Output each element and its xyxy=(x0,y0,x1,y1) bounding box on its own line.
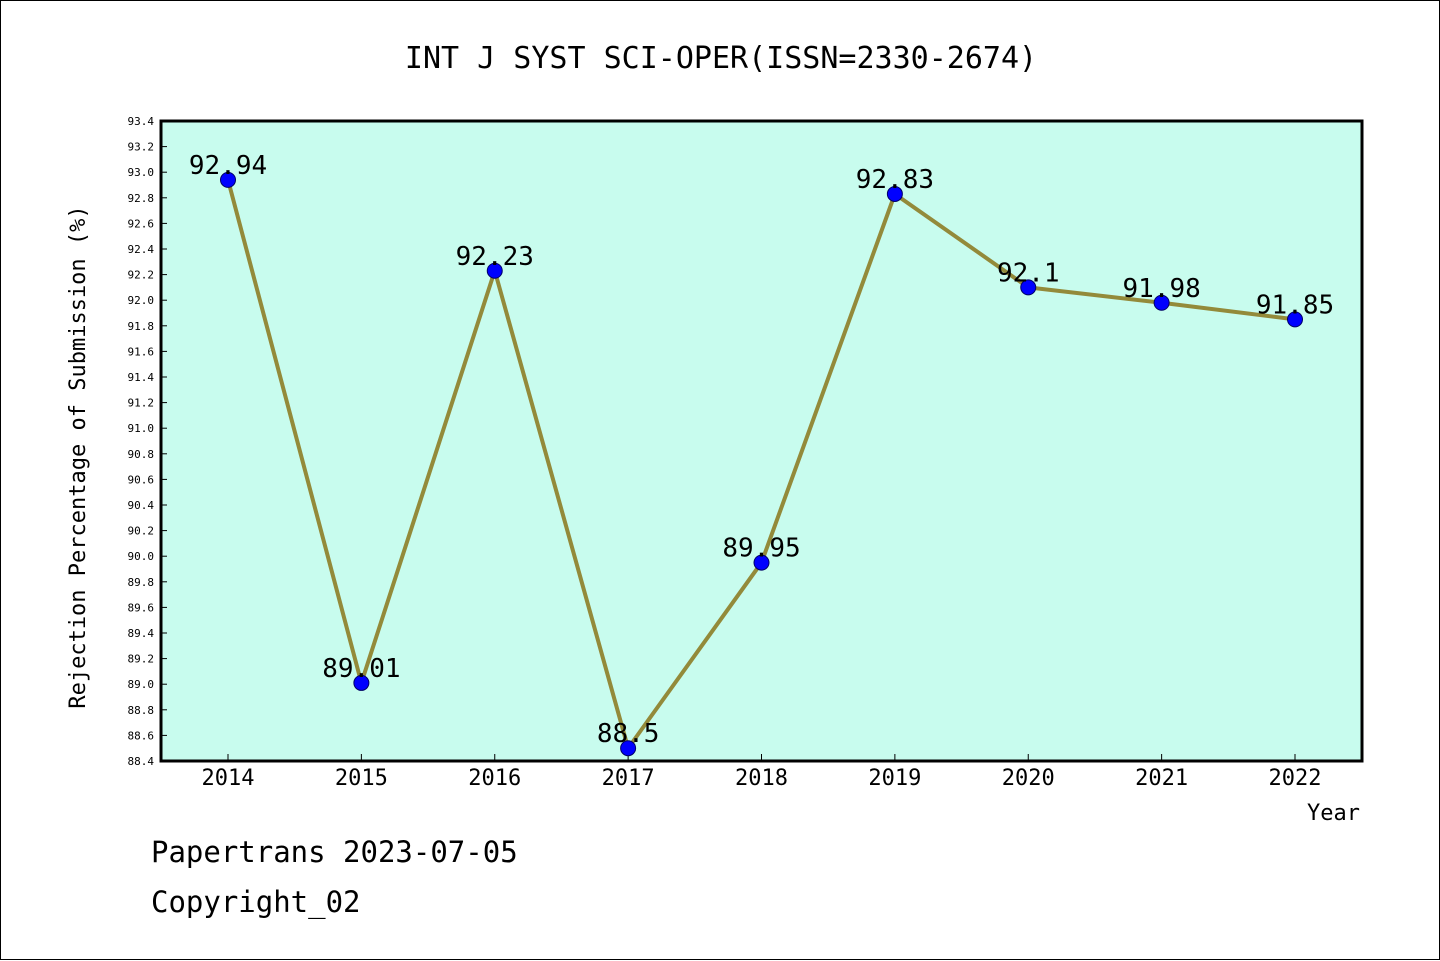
y-tick-label: 89.6 xyxy=(128,601,155,614)
y-tick-label: 93.2 xyxy=(128,141,155,154)
y-tick-label: 93.0 xyxy=(128,166,155,179)
data-label: 89.95 xyxy=(722,534,800,564)
plot-area xyxy=(159,119,1364,763)
data-label: 92.83 xyxy=(856,165,934,195)
data-point xyxy=(620,740,637,757)
y-tick-label: 91.4 xyxy=(128,371,155,384)
x-tick-label: 2014 xyxy=(202,766,255,791)
data-point xyxy=(886,185,903,202)
y-tick-label: 93.4 xyxy=(128,115,155,128)
y-tick-label: 90.0 xyxy=(128,550,155,563)
y-tick-label: 89.0 xyxy=(128,678,155,691)
data-point xyxy=(486,262,503,279)
y-tick-label: 88.6 xyxy=(128,729,155,742)
y-axis-label: Rejection Percentage of Submission (%) xyxy=(66,205,91,708)
y-tick-label: 92.4 xyxy=(128,243,155,256)
y-tick-label: 88.8 xyxy=(128,704,155,717)
footer-date-text: Papertrans 2023-07-05 xyxy=(151,835,518,869)
y-tick-label: 90.2 xyxy=(128,525,155,538)
x-tick-label: 2015 xyxy=(335,766,388,791)
y-tick-label: 88.4 xyxy=(128,755,155,768)
y-tick-label: 89.8 xyxy=(128,576,155,589)
data-point xyxy=(220,171,236,188)
data-label: 89.01 xyxy=(322,654,400,684)
x-axis: 2014 2015 2016 2017 2018 2019 2020 2021 2022 xyxy=(202,754,1322,791)
series-group: 92.94 89.01 92.23 88.5 89.95 92.83 92.1 91.98 91… xyxy=(189,151,1334,757)
y-tick-label: 92.6 xyxy=(128,217,155,230)
y-tick-label: 92.8 xyxy=(128,192,155,205)
y-tick-label: 91.8 xyxy=(128,320,155,333)
x-tick-label: 2017 xyxy=(602,766,655,791)
y-tick-label: 92.0 xyxy=(128,294,155,307)
data-label: 92.1 xyxy=(997,258,1060,288)
data-point xyxy=(1287,311,1303,328)
data-label: 91.98 xyxy=(1122,274,1200,304)
data-point xyxy=(753,554,770,571)
y-tick-label: 90.4 xyxy=(128,499,155,512)
y-tick-label: 89.2 xyxy=(128,653,155,666)
footer-copyright-text: Copyright_02 xyxy=(151,885,361,919)
y-axis: 88.4 88.6 88.8 89.0 89.2 89.4 89.6 89.8 90.0 90.2… xyxy=(128,115,167,768)
x-axis-label: Year xyxy=(1307,801,1360,826)
x-tick-label: 2020 xyxy=(1002,766,1055,791)
y-tick-label: 90.8 xyxy=(128,448,155,461)
y-tick-label: 90.6 xyxy=(128,473,155,486)
x-tick-label: 2019 xyxy=(868,766,921,791)
y-tick-label: 91.6 xyxy=(128,345,155,358)
x-tick-label: 2018 xyxy=(735,766,788,791)
data-point xyxy=(353,674,370,691)
y-tick-label: 89.4 xyxy=(128,627,155,640)
data-point xyxy=(1153,294,1170,311)
x-tick-label: 2021 xyxy=(1135,766,1188,791)
chart-title: INT J SYST SCI-OPER(ISSN=2330-2674) xyxy=(405,41,1037,76)
x-tick-label: 2016 xyxy=(468,766,521,791)
data-label: 92.94 xyxy=(189,151,267,181)
y-tick-label: 91.0 xyxy=(128,422,155,435)
y-tick-label: 92.2 xyxy=(128,269,155,282)
x-tick-label: 2022 xyxy=(1269,766,1322,791)
data-label: 92.23 xyxy=(456,242,534,272)
y-tick-label: 91.2 xyxy=(128,397,155,410)
data-point xyxy=(1020,279,1037,296)
data-label: 88.5 xyxy=(597,719,660,749)
data-label: 91.85 xyxy=(1256,290,1334,320)
